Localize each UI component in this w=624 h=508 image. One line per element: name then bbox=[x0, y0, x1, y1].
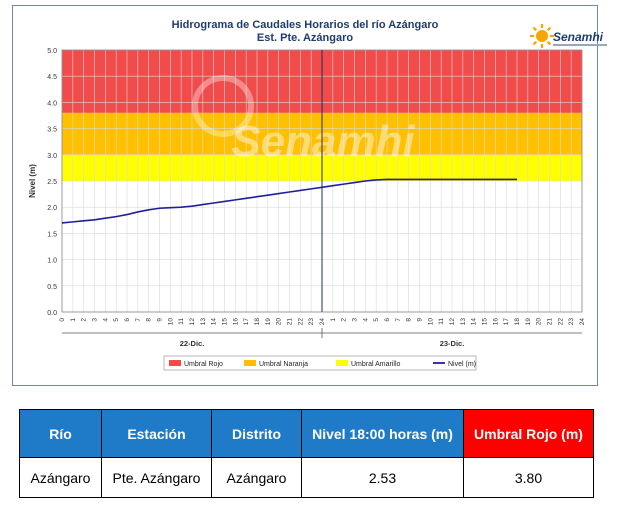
x-tick-label: 10 bbox=[167, 318, 174, 326]
x-tick-label: 13 bbox=[200, 318, 207, 326]
y-tick-label: 0.5 bbox=[47, 284, 57, 291]
x-tick-label: 12 bbox=[189, 318, 196, 326]
sun-logo-icon bbox=[530, 24, 554, 48]
cell-distrito: Azángaro bbox=[211, 457, 302, 498]
x-tick-label: 1 bbox=[330, 318, 337, 322]
cell-estacion: Pte. Azángaro bbox=[101, 457, 212, 498]
status-table: Río Estación Distrito Nivel 18:00 horas … bbox=[19, 409, 594, 498]
x-tick-label: 5 bbox=[373, 318, 380, 322]
legend-label: Umbral Rojo bbox=[184, 361, 223, 368]
chart-title: Hidrograma de Caudales Horarios del río … bbox=[171, 19, 439, 31]
x-tick-label: 7 bbox=[135, 318, 142, 322]
x-tick-label: 19 bbox=[265, 318, 272, 326]
x-tick-label: 22 bbox=[297, 318, 304, 326]
x-tick-label: 23 bbox=[308, 318, 315, 326]
x-tick-label: 15 bbox=[222, 318, 229, 326]
cell-nivel: 2.53 bbox=[301, 457, 464, 498]
x-tick-label: 8 bbox=[146, 318, 153, 322]
x-tick-label: 21 bbox=[287, 318, 294, 326]
x-tick-label: 11 bbox=[178, 318, 185, 325]
chart-frame: Hidrograma de Caudales Horarios del río … bbox=[12, 5, 607, 386]
y-tick-label: 1.5 bbox=[47, 231, 57, 238]
legend-label: Umbral Naranja bbox=[259, 361, 308, 368]
chart-subtitle: Est. Pte. Azángaro bbox=[256, 32, 354, 44]
y-tick-label: 3.5 bbox=[47, 127, 57, 134]
x-tick-label: 14 bbox=[471, 318, 478, 326]
x-tick-label: 14 bbox=[211, 318, 218, 326]
x-tick-label: 10 bbox=[427, 318, 434, 326]
x-tick-label: 17 bbox=[503, 318, 510, 326]
logo-underline bbox=[553, 44, 607, 46]
x-tick-label: 1 bbox=[70, 318, 77, 322]
y-tick-label: 5.0 bbox=[47, 48, 57, 55]
x-tick-label: 15 bbox=[482, 318, 489, 326]
x-tick-label: 24 bbox=[579, 318, 586, 326]
x-tick-label: 13 bbox=[460, 318, 467, 326]
cell-umbral-rojo: 3.80 bbox=[463, 457, 594, 498]
x-tick-label: 18 bbox=[514, 318, 521, 326]
y-tick-label: 2.0 bbox=[47, 205, 57, 212]
legend-box bbox=[163, 355, 477, 371]
legend-label: Nivel (m) bbox=[448, 361, 476, 368]
x-tick-label: 8 bbox=[406, 318, 413, 322]
x-tick-label: 9 bbox=[157, 318, 164, 322]
x-tick-label: 21 bbox=[547, 318, 554, 326]
watermark-sun-icon bbox=[192, 75, 254, 137]
x-tick-label: 17 bbox=[243, 318, 250, 326]
logo-text: Senamhi bbox=[553, 30, 604, 44]
y-tick-label: 1.0 bbox=[47, 258, 57, 265]
y-axis-label: Nivel (m) bbox=[28, 164, 37, 198]
x-tick-label: 23 bbox=[568, 318, 575, 326]
x-tick-label: 20 bbox=[536, 318, 543, 326]
header-rio: Río bbox=[19, 409, 102, 458]
header-distrito: Distrito bbox=[211, 409, 302, 458]
table-header-row: Río Estación Distrito Nivel 18:00 horas … bbox=[19, 409, 594, 458]
y-tick-label: 3.0 bbox=[47, 153, 57, 160]
x-tick-label: 6 bbox=[384, 318, 391, 322]
header-estacion: Estación bbox=[101, 409, 212, 458]
x-tick-label: 16 bbox=[492, 318, 499, 326]
x-tick-label: 16 bbox=[232, 318, 239, 326]
hydrograph-chart: 0.0 0.5 1.0 1.5 2.0 2.5 3.0 3.5 4.0 4.5 5.0 Senamhi… bbox=[28, 48, 586, 371]
x-tick-label: 2 bbox=[341, 318, 348, 322]
header-umbral-rojo: Umbral Rojo (m) bbox=[463, 409, 594, 458]
x-tick-label: 24 bbox=[319, 318, 326, 326]
watermark-text: Senamhi bbox=[231, 117, 415, 166]
legend-swatch bbox=[169, 360, 181, 366]
y-tick-label: 2.5 bbox=[47, 179, 57, 186]
senamhi-logo: Senamhi bbox=[529, 23, 609, 53]
x-tick-label: 9 bbox=[417, 318, 424, 322]
x-tick-label: 0 bbox=[59, 318, 66, 322]
x-tick-label: 7 bbox=[395, 318, 402, 322]
header-nivel: Nivel 18:00 horas (m) bbox=[301, 409, 464, 458]
x-tick-label: 5 bbox=[113, 318, 120, 322]
x-tick-label: 19 bbox=[525, 318, 532, 326]
x-tick-label: 6 bbox=[124, 318, 131, 322]
x-tick-label: 4 bbox=[102, 318, 109, 322]
x-tick-label: 2 bbox=[81, 318, 88, 322]
y-tick-label: 0.0 bbox=[47, 310, 57, 317]
x-tick-label: 12 bbox=[449, 318, 456, 326]
x-tick-label: 20 bbox=[276, 318, 283, 326]
series-line-0 bbox=[61, 178, 517, 224]
y-tick-label: 4.5 bbox=[47, 74, 57, 81]
day-label: 22-Dic. bbox=[180, 339, 205, 348]
table-row: Azángaro Pte. Azángaro Azángaro 2.53 3.8… bbox=[19, 457, 594, 498]
legend-swatch bbox=[336, 360, 348, 366]
x-tick-label: 3 bbox=[352, 318, 359, 322]
x-tick-label: 3 bbox=[92, 318, 99, 322]
legend-swatch bbox=[244, 360, 256, 366]
x-tick-label: 22 bbox=[557, 318, 564, 326]
x-tick-label: 4 bbox=[362, 318, 369, 322]
cell-rio: Azángaro bbox=[19, 457, 102, 498]
y-tick-label: 4.0 bbox=[47, 100, 57, 107]
legend-label: Umbral Amarillo bbox=[351, 361, 401, 368]
x-tick-label: 18 bbox=[254, 318, 261, 326]
x-tick-label: 11 bbox=[438, 318, 445, 325]
day-label: 23-Dic. bbox=[440, 339, 465, 348]
